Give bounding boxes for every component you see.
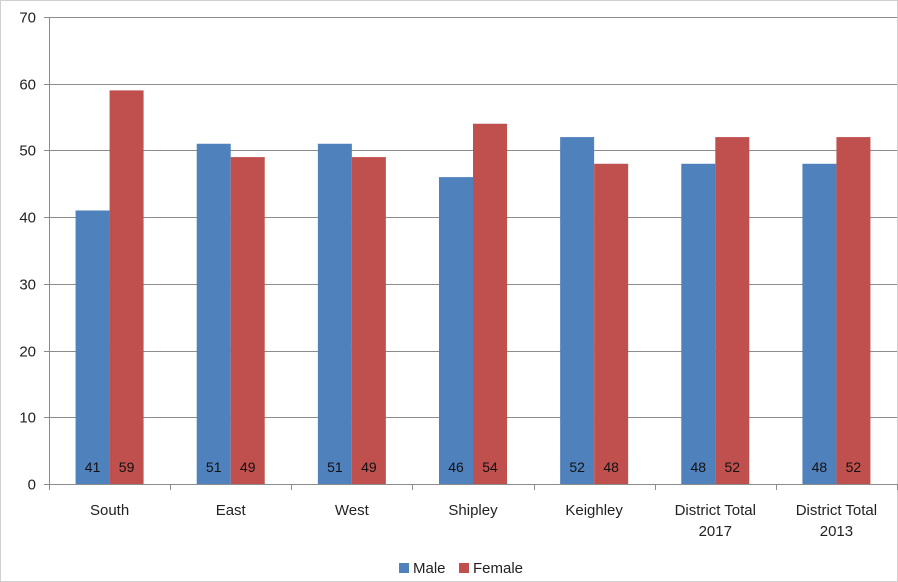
data-label: 49 [240, 459, 256, 475]
legend-label-female: Female [473, 560, 523, 577]
x-tick-label: West [335, 502, 370, 519]
bar-female [594, 163, 629, 484]
bar-female [473, 123, 507, 484]
bar-female [836, 137, 871, 485]
x-tick-label: Shipley [448, 502, 498, 519]
x-tick-label: South [90, 502, 129, 519]
y-tick-label: 0 [28, 477, 36, 494]
bar-male [439, 177, 473, 484]
data-label: 54 [482, 459, 498, 475]
bar-female [109, 90, 144, 484]
bar-male [317, 143, 352, 484]
bar-male [196, 143, 231, 484]
data-label: 59 [119, 459, 135, 475]
data-label: 51 [327, 459, 343, 475]
y-tick-label: 20 [19, 344, 36, 361]
y-tick-label: 10 [19, 410, 36, 427]
bar-male [560, 137, 595, 485]
bar-female [230, 157, 265, 484]
bar-male [75, 210, 110, 484]
data-label: 41 [85, 459, 101, 475]
x-tick-label: 2017 [699, 523, 732, 540]
data-label: 52 [846, 459, 862, 475]
axes: 0 10 20 30 40 50 60 70 South East West Shipley Keigh… [19, 10, 898, 540]
data-label: 48 [603, 459, 619, 475]
y-tick-label: 50 [19, 143, 36, 160]
legend-label-male: Male [413, 560, 446, 577]
y-tick-label: 70 [19, 10, 36, 27]
bars [75, 90, 871, 485]
x-tick-label: District Total [675, 502, 756, 519]
legend-swatch-female [459, 563, 469, 573]
legend-swatch-male [399, 563, 409, 573]
data-label: 48 [812, 459, 828, 475]
data-labels: 41 59 51 49 51 49 46 54 52 48 48 52 48 52 [85, 459, 862, 475]
x-tick-label: East [216, 502, 247, 519]
data-label: 46 [448, 459, 464, 475]
bar-male [802, 163, 837, 484]
data-label: 52 [724, 459, 740, 475]
y-tick-label: 30 [19, 277, 36, 294]
bar-female [715, 137, 750, 485]
y-tick-label: 40 [19, 210, 36, 227]
data-label: 49 [361, 459, 377, 475]
legend: Male Female [399, 560, 523, 577]
x-tick-label: District Total [796, 502, 877, 519]
gridlines [49, 17, 897, 418]
data-label: 51 [206, 459, 222, 475]
x-tick-label: Keighley [565, 502, 623, 519]
y-tick-label: 60 [19, 77, 36, 94]
x-tick-label: 2013 [820, 523, 853, 540]
bar-male [681, 163, 716, 484]
bar-female [351, 157, 386, 484]
data-label: 48 [690, 459, 706, 475]
data-label: 52 [569, 459, 585, 475]
